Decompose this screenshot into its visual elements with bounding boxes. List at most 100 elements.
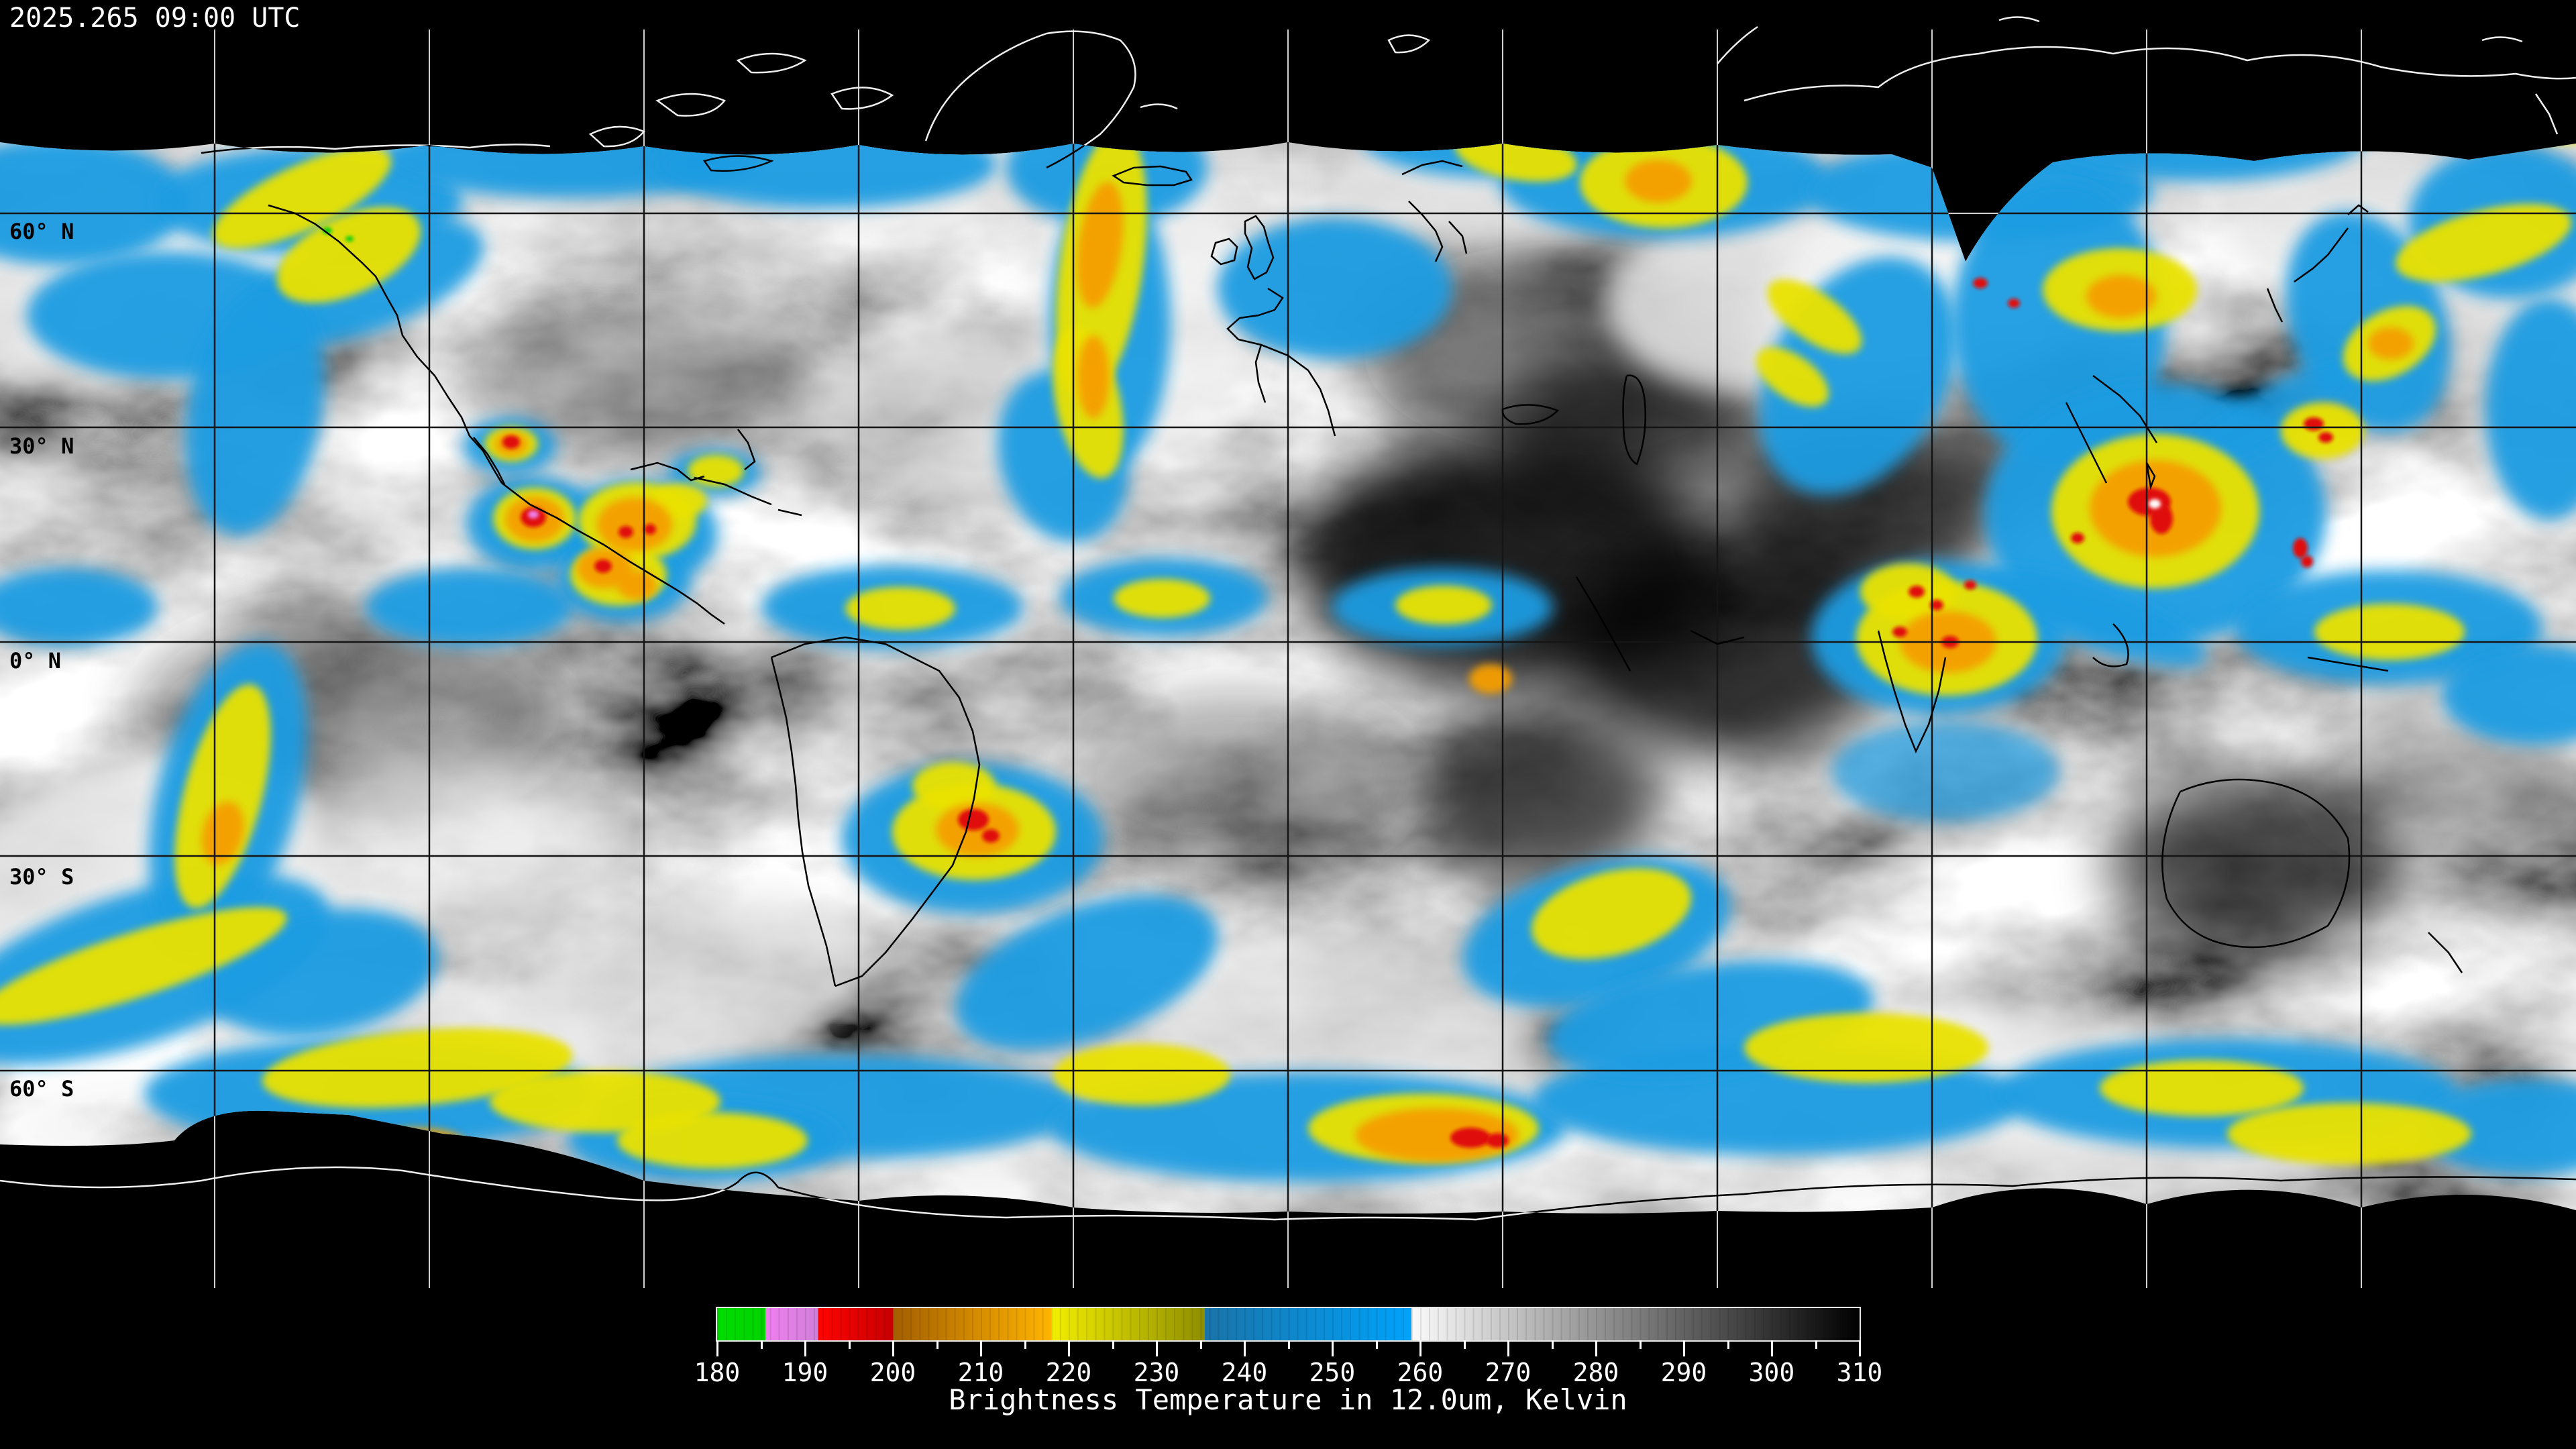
colorbar-tick xyxy=(892,1340,894,1356)
cloud-feature xyxy=(2174,357,2361,475)
cloud-feature xyxy=(1831,721,2059,822)
colorbar-tick xyxy=(1463,1340,1466,1349)
cloud-feature xyxy=(0,142,188,265)
cloud-feature xyxy=(1469,664,1512,694)
cloud-feature xyxy=(1077,335,1110,419)
cloud-feature xyxy=(1422,711,1664,885)
colorbar-tick-label: 300 xyxy=(1748,1358,1795,1387)
cloud-feature xyxy=(2100,1060,2304,1116)
cloud-feature xyxy=(0,568,158,646)
colorbar-tick xyxy=(1727,1340,1729,1349)
colorbar-tick-label: 190 xyxy=(782,1358,828,1387)
colorbar-tick-label: 290 xyxy=(1660,1358,1707,1387)
cloud-feature xyxy=(1767,279,1862,354)
cloud-feature xyxy=(1892,627,1907,637)
cloud-feature xyxy=(2318,432,2333,443)
colorbar-tick xyxy=(760,1340,763,1349)
cloud-feature xyxy=(2293,538,2308,558)
cloud-feature xyxy=(1532,868,1691,959)
cloud-feature xyxy=(1140,932,1543,1107)
cloud-feature xyxy=(262,1028,573,1108)
colorbar-tick xyxy=(1024,1340,1026,1349)
colorbar-tick xyxy=(1068,1340,1070,1356)
cloud-feature xyxy=(2114,74,2155,90)
colorbar-tick-label: 260 xyxy=(1397,1358,1444,1387)
cloud-feature xyxy=(213,147,391,249)
cloud-feature xyxy=(2442,644,2576,745)
colorbar-tick-label: 240 xyxy=(1221,1358,1268,1387)
cloud-feature xyxy=(845,587,955,630)
colorbar-tick xyxy=(1199,1340,1202,1349)
colorbar-tick-label: 280 xyxy=(1572,1358,1619,1387)
colorbar-tick xyxy=(1112,1340,1114,1349)
cloud-feature xyxy=(654,142,996,208)
cloud-feature xyxy=(982,829,1000,843)
colorbar-tick xyxy=(1156,1340,1158,1356)
latitude-label-30s: 30° S xyxy=(9,864,74,890)
cloud-feature xyxy=(1486,1133,1509,1148)
cloud-feature xyxy=(2415,1079,2576,1175)
cloud-feature xyxy=(2485,299,2576,520)
colorbar-tick xyxy=(1639,1340,1642,1349)
timestamp-label: 2025.265 09:00 UTC xyxy=(9,3,301,34)
colorbar-tick xyxy=(1287,1340,1290,1349)
colorbar-tick xyxy=(1595,1340,1597,1356)
cloud-feature xyxy=(0,907,287,1025)
cloud-feature xyxy=(617,1112,808,1169)
cloud-feature xyxy=(1570,543,1892,758)
colorbar-tick-label: 230 xyxy=(1133,1358,1180,1387)
colorbar-tick xyxy=(1244,1340,1246,1356)
cloud-feature xyxy=(1395,586,1492,625)
colorbar-tick-label: 270 xyxy=(1485,1358,1532,1387)
cloud-feature xyxy=(1450,1128,1491,1148)
global-satellite-map xyxy=(0,16,2576,1289)
cloud-feature xyxy=(1930,600,1943,610)
cloud-feature xyxy=(2368,327,2414,360)
cloud-feature xyxy=(369,1128,466,1160)
cloud-feature xyxy=(2314,604,2465,660)
cloud-feature xyxy=(1973,278,1988,288)
cloud-feature xyxy=(1909,586,1925,598)
latitude-label-0n: 0° N xyxy=(9,648,62,674)
colorbar-tick xyxy=(1815,1340,1817,1349)
cloud-feature xyxy=(323,227,332,234)
cloud-feature xyxy=(2149,499,2161,508)
colorbar-tick xyxy=(1507,1340,1509,1356)
cloud-feature xyxy=(528,511,539,519)
cloud-feature xyxy=(644,524,656,535)
colorbar-tick xyxy=(1771,1340,1773,1356)
cloud-feature xyxy=(640,85,686,103)
cloud-feature xyxy=(1625,160,1692,203)
cloud-feature xyxy=(565,70,605,88)
cloud-feature xyxy=(2227,1103,2471,1165)
cloud-feature xyxy=(2396,203,2571,282)
cloud-feature xyxy=(958,809,989,830)
satellite-composite xyxy=(0,16,2576,1289)
colorbar-tick xyxy=(1859,1340,1861,1356)
cloud-feature xyxy=(2008,299,2020,308)
cloud-feature xyxy=(201,801,244,865)
colorbar-tick-label: 180 xyxy=(694,1358,741,1387)
cloud-feature xyxy=(2304,417,2324,431)
cloud-feature xyxy=(366,568,574,646)
cloud-feature xyxy=(912,762,996,810)
cloud-feature xyxy=(619,526,633,538)
cloud-feature xyxy=(2150,503,2173,534)
cloud-feature xyxy=(185,283,325,535)
latitude-label-30n: 30° N xyxy=(9,433,74,459)
cloud-feature xyxy=(502,435,520,449)
cloud-feature xyxy=(1067,691,1415,865)
cloud-feature xyxy=(1964,580,1976,590)
cloud-feature xyxy=(2086,275,2156,318)
cloud-feature xyxy=(616,570,657,600)
cloud-feature xyxy=(2036,142,2365,181)
colorbar-tick-label: 310 xyxy=(1836,1358,1883,1387)
cloud-feature xyxy=(1756,347,1829,407)
cloud-feature xyxy=(1355,1108,1519,1162)
cloud-feature xyxy=(1218,218,1452,359)
cloud-feature xyxy=(1744,1013,1988,1083)
colorbar-tick xyxy=(716,1340,718,1356)
colorbar-caption: Brightness Temperature in 12.0um, Kelvin xyxy=(949,1383,1627,1416)
cloud-feature xyxy=(955,895,1218,1051)
